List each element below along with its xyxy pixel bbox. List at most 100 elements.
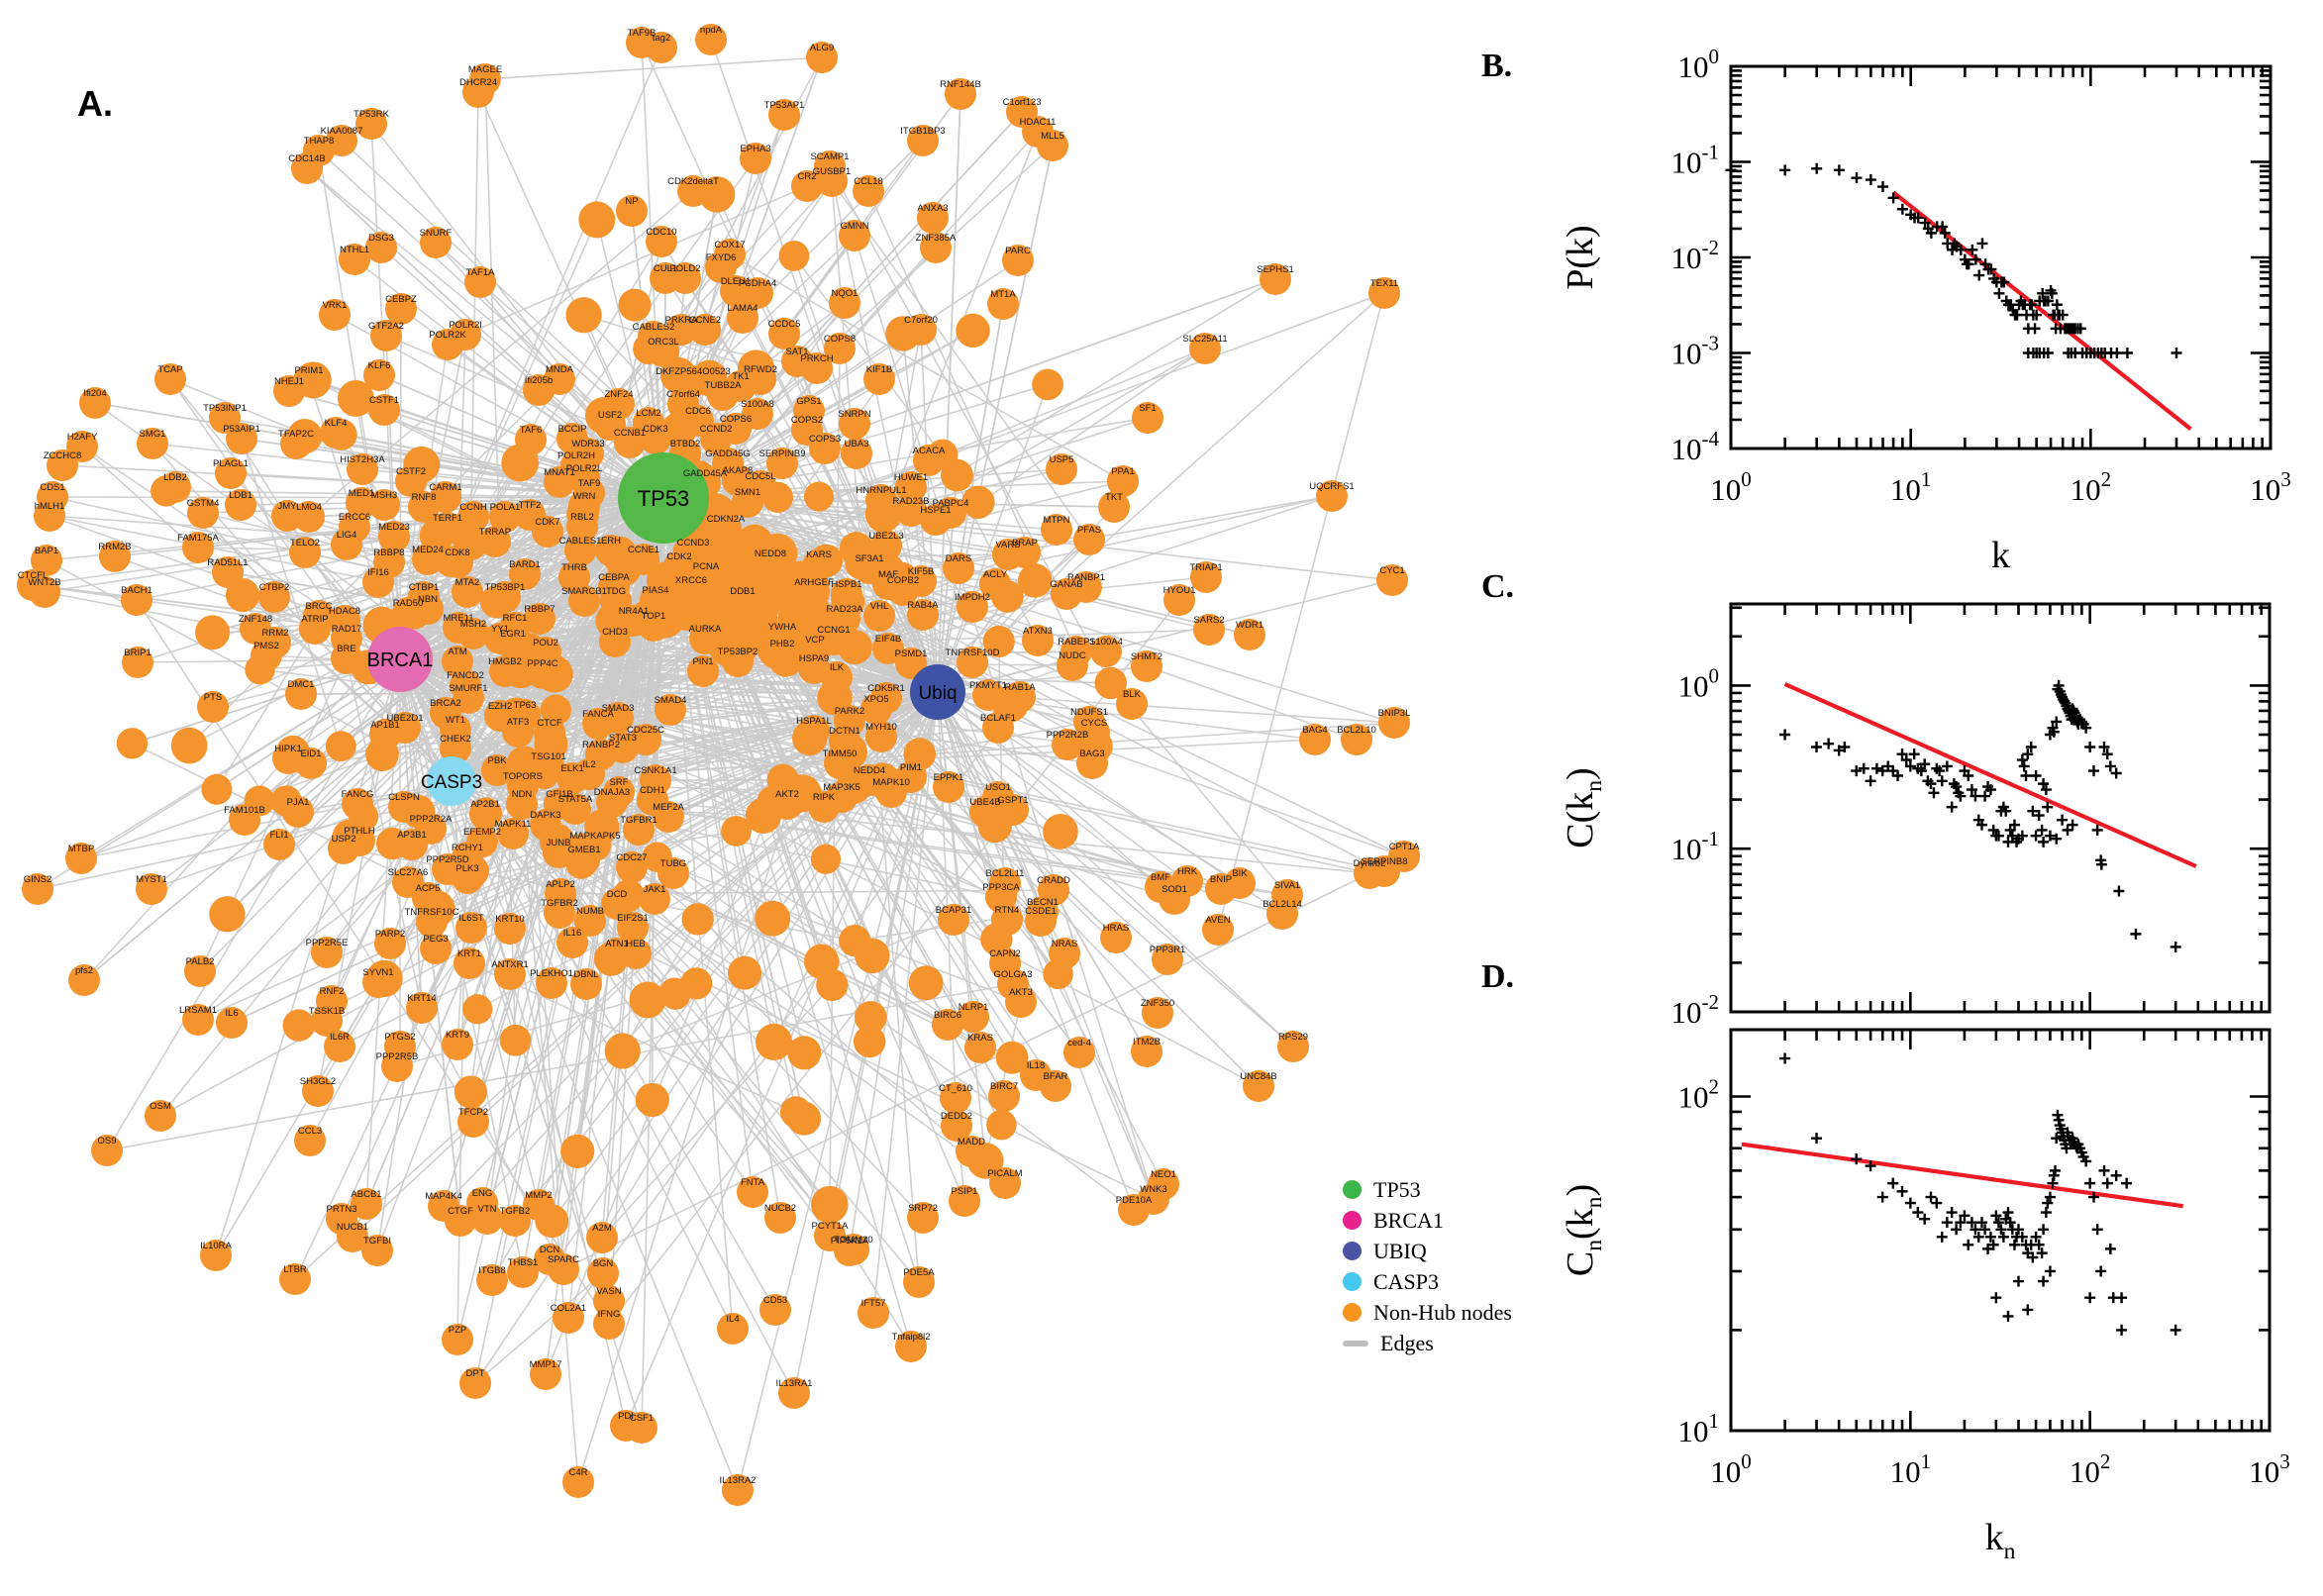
fit-line [1741,1142,2183,1209]
network-node [941,1110,972,1142]
legend-label: Non-Hub nodes [1373,1299,1512,1325]
network-node-label: CDK3 [643,424,667,435]
network-node [791,170,823,202]
network-node-label: FLI1 [269,830,288,841]
network-node-label: ZCCHC8 [44,450,82,461]
network-node [677,175,709,207]
network-node-label: H2AFY [67,432,98,443]
edge [456,91,479,1341]
network-node [771,788,803,820]
network-node [945,78,976,110]
network-node-label: BRCA2 [430,698,461,709]
network-node [809,433,841,464]
network-node [507,1256,539,1288]
network-node [476,1264,508,1296]
network-node-label: ZNF24 [604,389,633,400]
network-node [1032,368,1063,401]
network-node-label: JMY [278,501,298,512]
hub-node-brca1 [367,627,433,692]
network-node-label: PTS [204,692,222,703]
network-node [370,320,402,351]
network-node-label: PLAGL1 [213,458,249,469]
network-node [302,1075,334,1107]
network-node-label: MSH3 [371,490,397,501]
data-point [2080,722,2092,734]
network-node-label: GADD45A [683,468,728,479]
network-node-label: SEPHS1 [1257,264,1294,275]
network-node-label: MTBP [68,844,94,854]
x-tick-label: 102 [2070,467,2112,507]
data-point [1896,748,1908,760]
network-node-label: CLSPN [388,792,420,803]
network-node [462,994,493,1025]
network-node-label: THRB [561,562,587,573]
network-node-label: ZNF148 [239,614,272,625]
network-node-label: HDAC11 [1020,117,1057,128]
network-node-label: PIN1 [692,656,713,667]
network-node-label: PPP2R5D [426,854,468,865]
data-point [1963,1239,1974,1250]
network-node-label: OSM [150,1101,171,1112]
ticks [1729,604,2272,1014]
legend-label: BRCA1 [1373,1207,1444,1233]
network-node-label: ATF3 [507,717,530,728]
x-tick-label: 101 [1890,1449,1932,1489]
network-node-label: TGFB2 [500,1206,531,1217]
data-point [1990,1210,2002,1222]
network-node-label: GADD45G [705,449,750,459]
network-node-label: NUCB2 [764,1203,796,1214]
network-node-label: COPS2 [791,415,823,426]
data-point [1995,1224,2007,1236]
network-node [311,937,343,968]
network-node-label: RBL2 [570,512,594,523]
network-node [325,731,356,762]
network-node-label: SPARC [548,1254,579,1265]
network-node-label: IL4 [726,1314,739,1325]
network-node-label: HSPA1L [796,716,832,727]
network-node-label: PARC [1005,246,1031,256]
network-node-label: JUNB [547,838,571,848]
y-axis-title: Cn(kn) [1560,1184,1607,1276]
network-node [982,712,1014,744]
network-node [855,938,890,974]
network-node-label: EZH2 [488,701,512,712]
edge [625,691,939,1427]
network-node [319,299,351,331]
data-point [2044,1265,2056,1277]
data-point [2030,830,2042,842]
data-point [2116,1292,2128,1304]
network-node [1316,480,1348,512]
network-node [523,1189,555,1221]
x-tick-label: 101 [1890,467,1932,507]
edge [937,691,1162,888]
network-node-label: VARS [995,540,1020,550]
network-node-label: DKFZP564O0523 [656,366,731,377]
network-node [961,485,995,519]
data-point [1851,765,1863,777]
edge [622,919,955,1052]
data-point [1912,1207,1924,1219]
network-node-label: USO1 [985,782,1011,793]
y-tick-label: 100 [1678,663,1720,703]
data-point [2042,348,2054,358]
panel-label-c: C. [1481,568,1515,605]
network-node [291,152,323,184]
network-node-label: DHCR24 [459,77,497,88]
network-node-label: PRTN3 [327,1204,357,1215]
network-node [582,708,614,740]
network-node [363,359,395,391]
network-node [1378,707,1410,739]
network-node [381,1050,413,1082]
network-node [756,1023,793,1061]
network-node-label: CEBPZ [385,294,417,305]
network-node-label: EIF4B [875,634,901,645]
network-node [964,1032,996,1063]
network-node-label: COL2A1 [551,1303,586,1314]
network-node [428,1190,459,1222]
network-node-label: SMARCB1 [561,586,607,597]
network-node [935,497,966,529]
network-node-label: hMLH1 [35,501,65,512]
network-node-label: KRT14 [407,993,436,1004]
data-point [1963,770,1974,782]
